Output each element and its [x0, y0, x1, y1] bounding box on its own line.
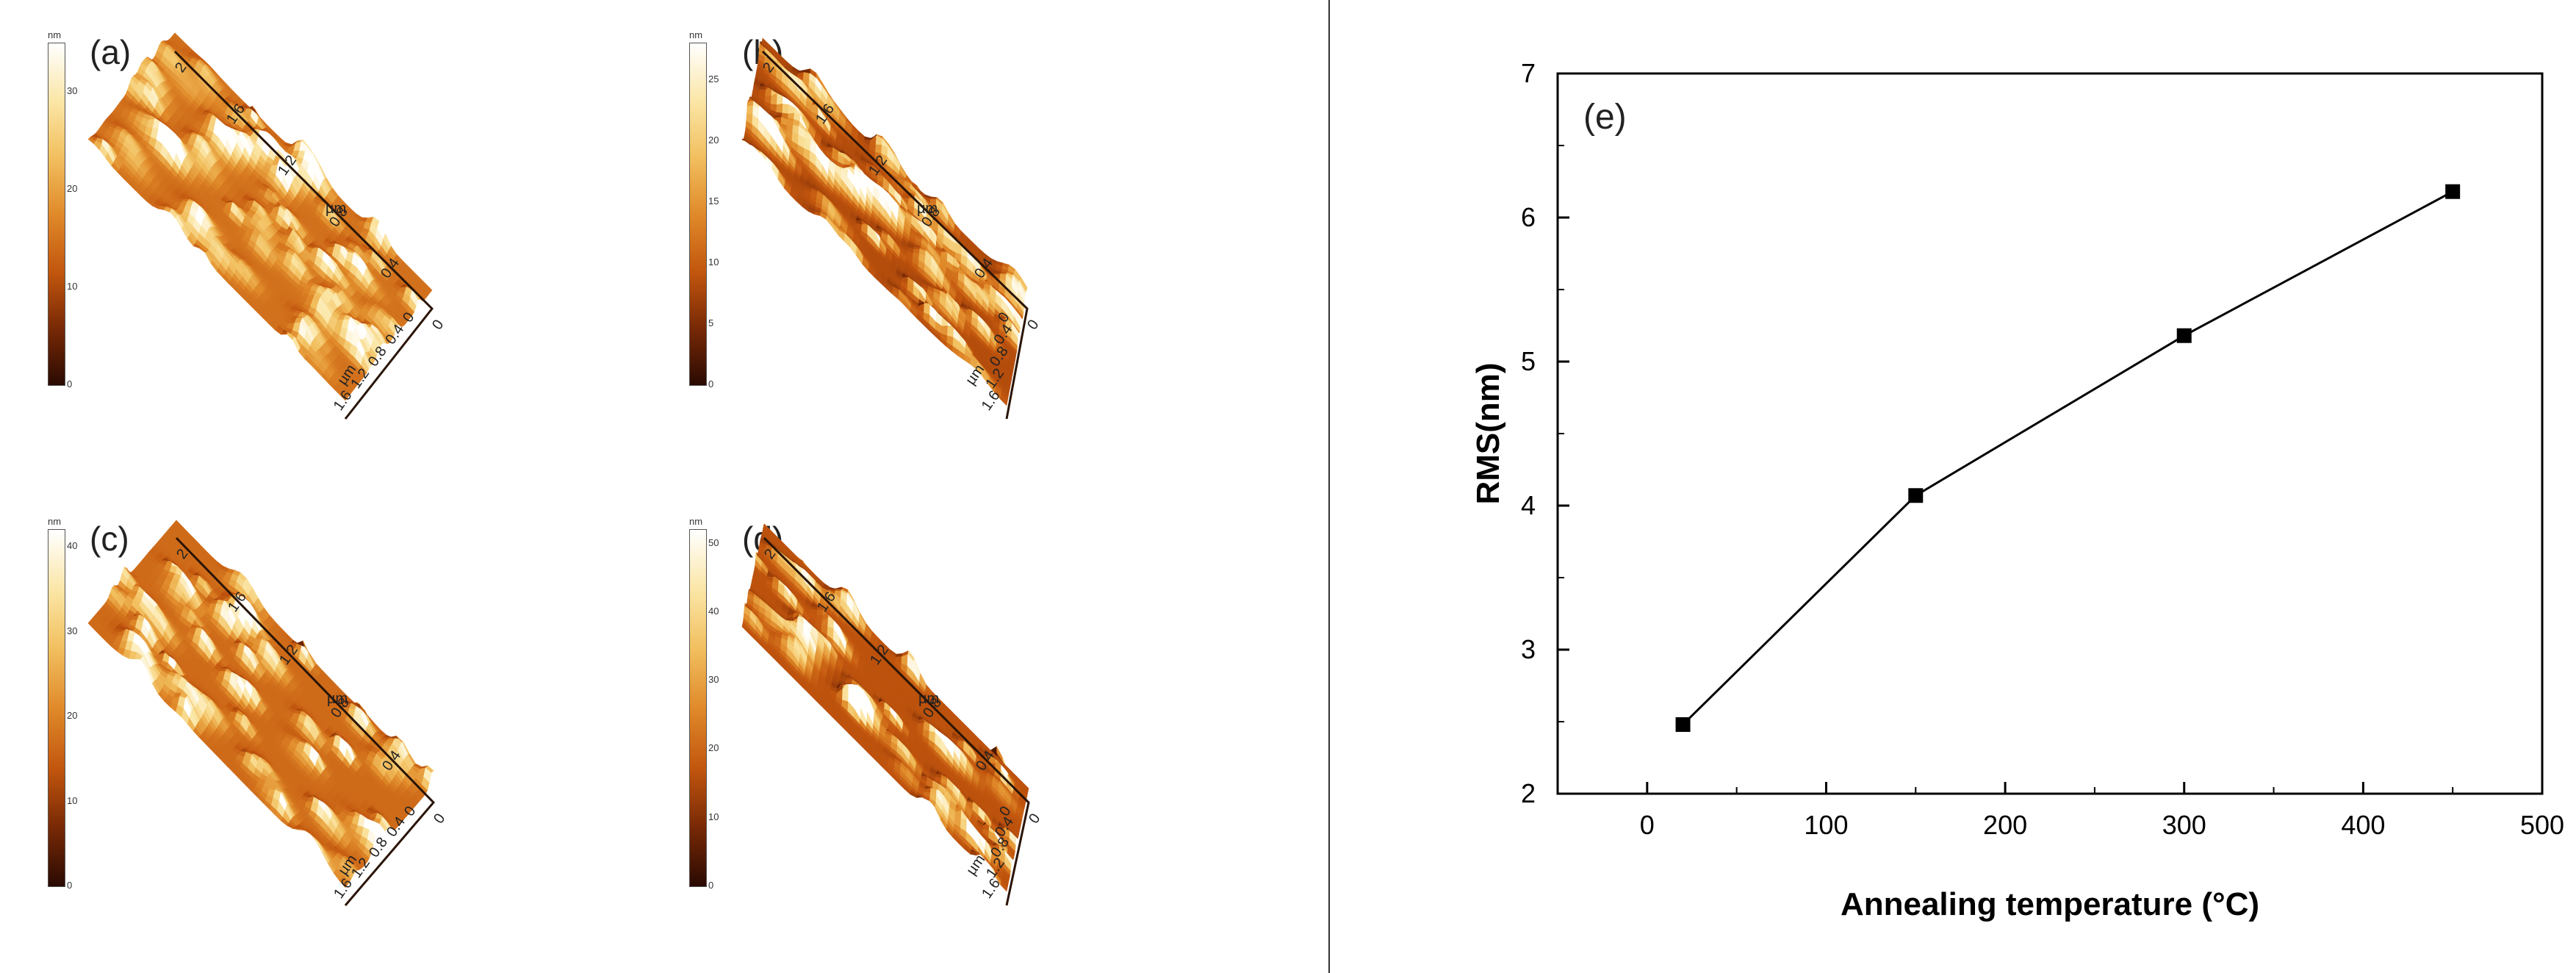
afm-scale-unit: nm: [689, 29, 703, 40]
afm-color-scale: [48, 43, 65, 386]
afm-surface-cell: [869, 134, 877, 146]
afm-surface-cell: [424, 284, 433, 293]
afm-surface-cell: [1020, 277, 1028, 290]
afm-panel-label: (a): [90, 33, 132, 71]
afm-surface-mesh: [87, 32, 433, 401]
scale-tick-label: 10: [708, 256, 719, 268]
afm-surface-mesh: [741, 37, 1028, 406]
afm-color-scale: [48, 529, 65, 887]
afm-surface-cell: [864, 136, 871, 140]
afm-surface-cell: [746, 104, 754, 115]
scale-tick-label: 20: [67, 710, 78, 722]
afm-surface-cell: [875, 144, 882, 154]
scale-tick-label: 30: [67, 625, 78, 636]
afm-surface-cell: [940, 325, 949, 336]
afm-panel-c: nm 0 10 20 30 40 (c) 0 0.4 0.8 1.2 1.6 0 0.4 0.8 1.2…: [0, 486, 661, 973]
scale-tick-label: 0: [708, 378, 714, 389]
afm-surface-cell: [786, 124, 794, 133]
afm-panel-a: nm 0 10 20 30 (a) 0 0.4 0.8 1.2 1.6 0 0.4 0.8 1.2 1.…: [0, 0, 661, 486]
afm-surface-base-edge: [761, 50, 1029, 420]
scale-tick-label: 5: [708, 317, 714, 328]
afm-surface-base-edge: [173, 50, 434, 420]
scale-tick-label: 20: [67, 183, 78, 195]
afm-axis-tick-label: 0: [429, 317, 447, 333]
scale-tick-label: 30: [67, 85, 78, 97]
afm-axis-tick-label: 0: [1024, 317, 1042, 333]
afm-surface-cell: [776, 103, 783, 113]
scale-tick-label: 0: [67, 880, 73, 891]
scale-tick-label: 10: [67, 794, 78, 806]
afm-surface-cell: [782, 103, 790, 114]
afm-panel-label: (c): [90, 520, 129, 558]
afm-surface-cell: [930, 196, 938, 199]
scale-tick-label: 40: [67, 540, 78, 552]
scale-tick-label: 0: [67, 378, 73, 389]
afm-surface-mesh: [87, 520, 434, 888]
afm-scale-unit: nm: [48, 516, 62, 527]
scale-tick-label: 20: [708, 134, 719, 146]
afm-color-scale: [689, 43, 707, 386]
scale-tick-label: 15: [708, 195, 719, 207]
afm-surface-cell: [792, 124, 799, 135]
scale-tick-label: 25: [708, 73, 719, 85]
scale-tick-label: 10: [67, 281, 78, 292]
afm-axis-unit: µm: [917, 201, 938, 217]
afm-axis-unit: µm: [325, 201, 346, 217]
afm-surface-cell: [947, 325, 954, 337]
afm-scale-unit: nm: [48, 29, 62, 40]
